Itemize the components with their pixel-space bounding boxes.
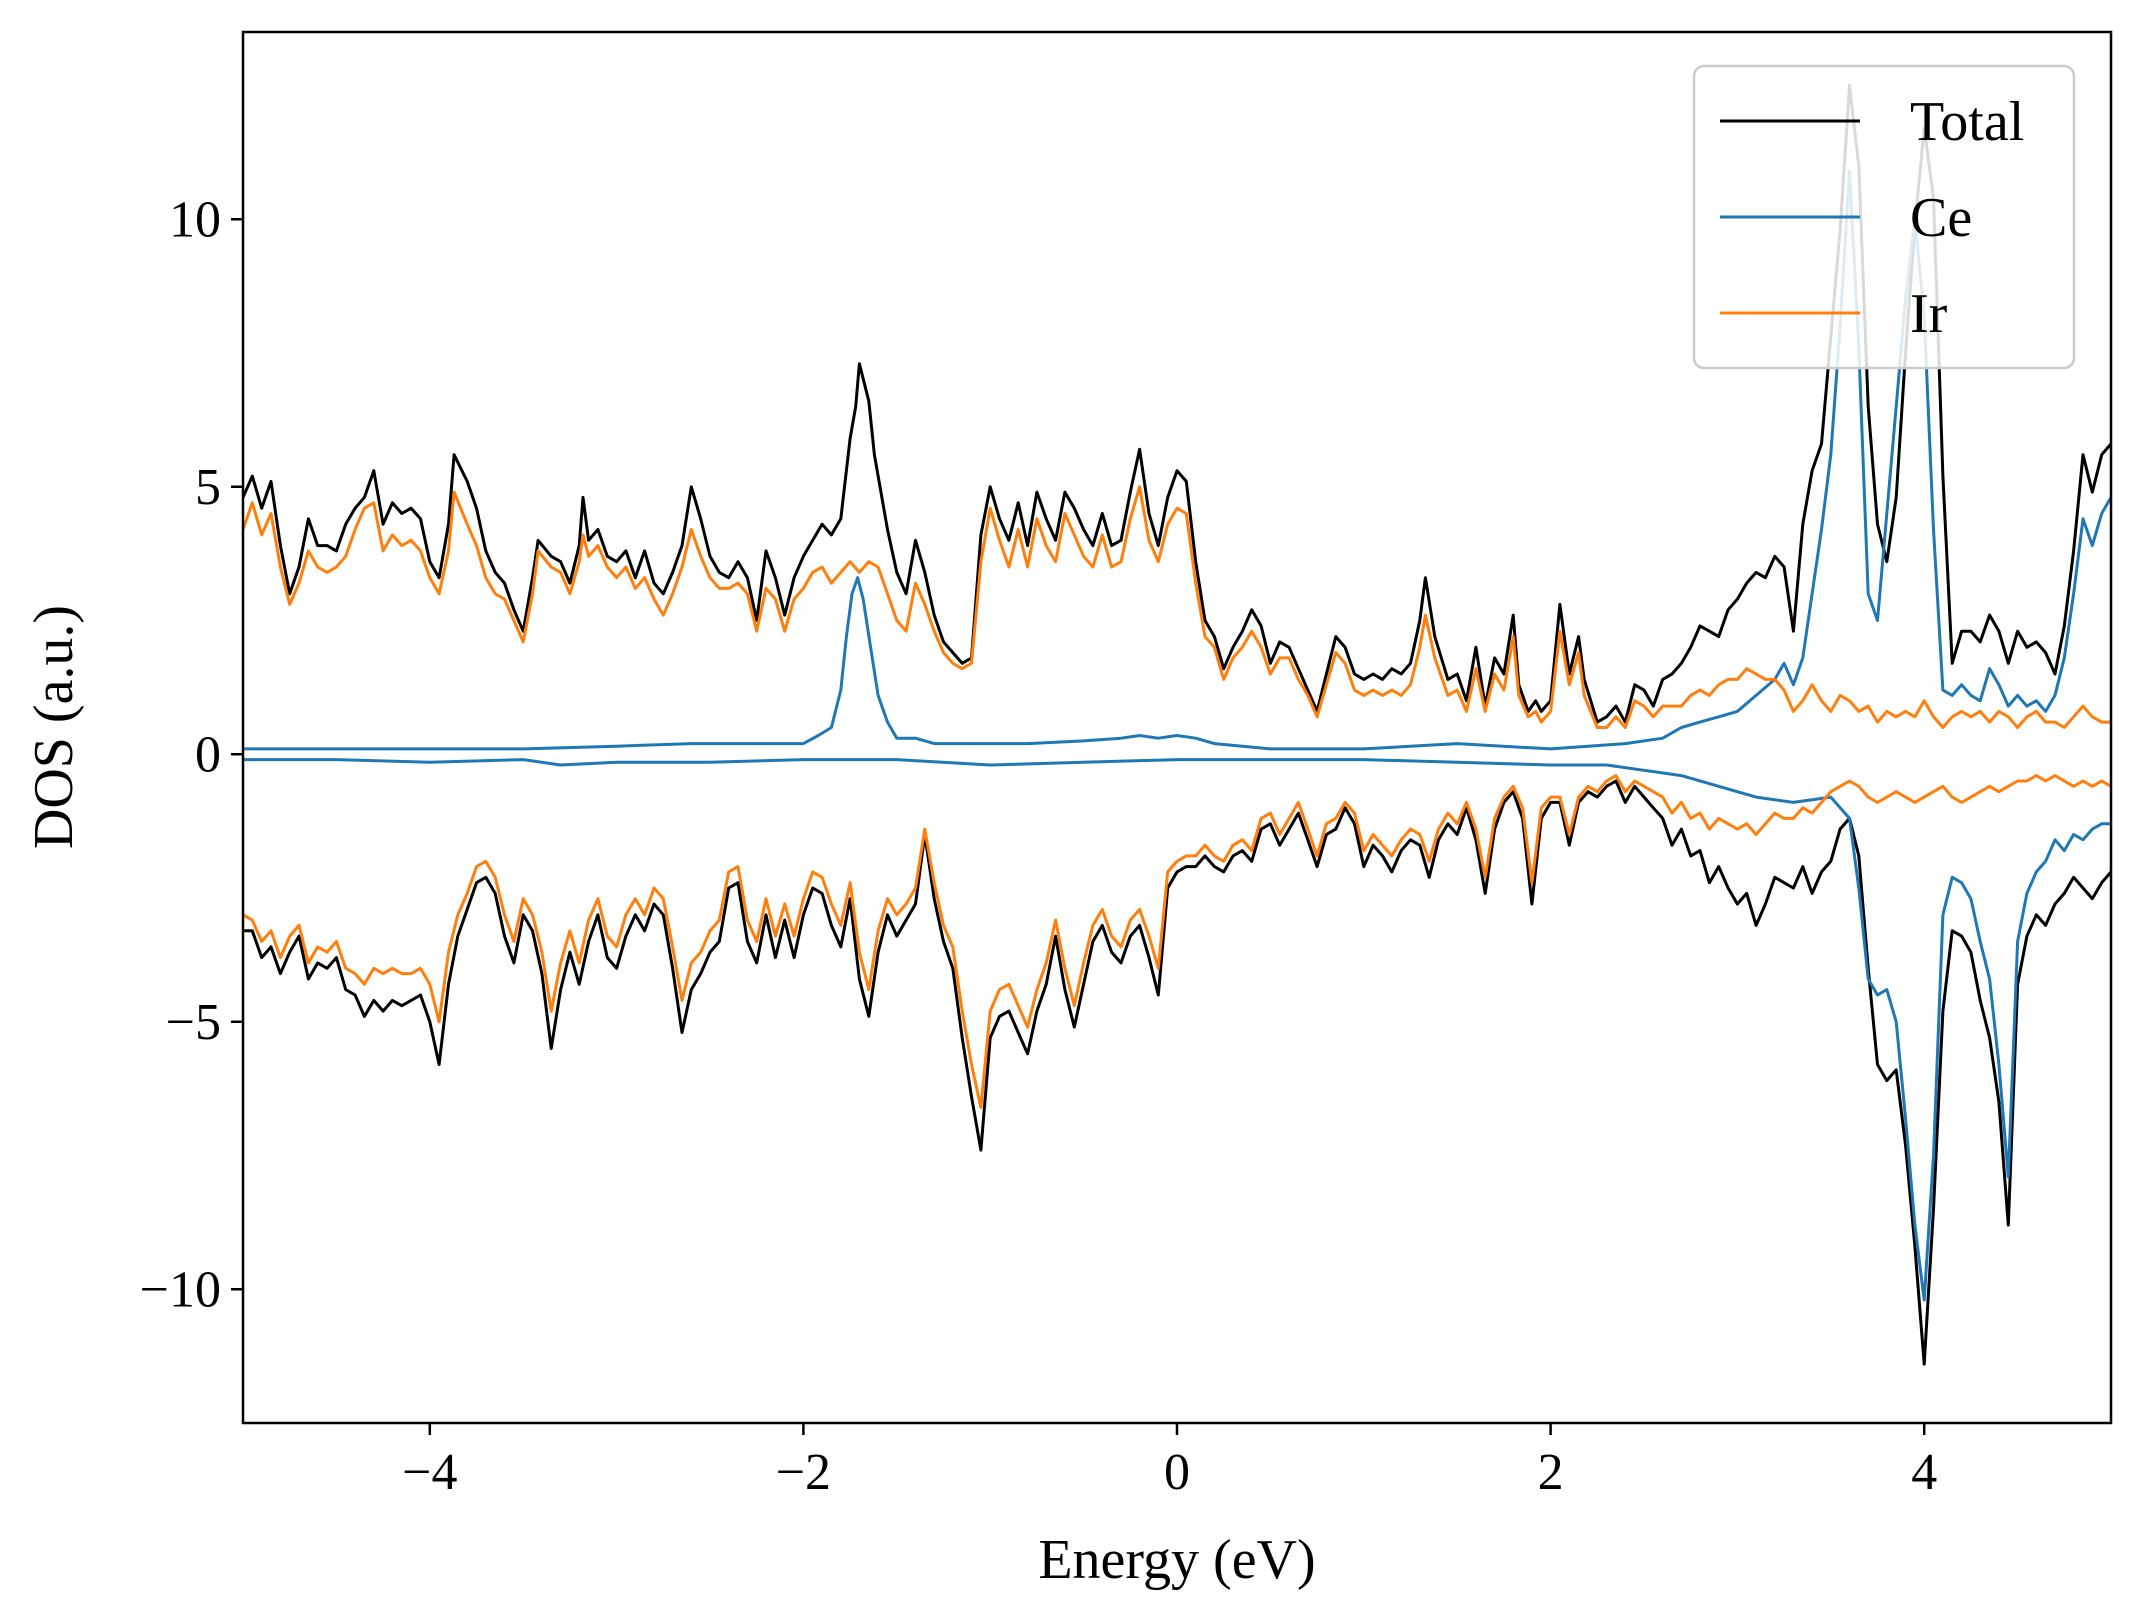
x-tick-label: −2 [776, 1444, 831, 1501]
legend-label: Ir [1910, 283, 1948, 345]
y-axis-label: DOS (a.u.) [23, 605, 85, 849]
series-line-ir-spin-down [243, 774, 2111, 1109]
x-tick-label: 4 [1911, 1444, 1937, 1501]
legend-label: Ce [1910, 187, 1972, 249]
x-tick-label: 2 [1538, 1444, 1564, 1501]
x-axis-label: Energy (eV) [1038, 1529, 1315, 1591]
y-tick-label: −10 [140, 1261, 221, 1318]
y-tick-label: −5 [166, 994, 221, 1051]
series-line-total-spin-up [243, 84, 2111, 724]
series-layer [243, 84, 2111, 1366]
x-tick-label: −4 [402, 1444, 457, 1501]
series-line-ce-spin-down [243, 758, 2111, 1302]
series-line-total-spin-down [243, 779, 2111, 1366]
legend: Total Ce Ir [1692, 64, 2076, 370]
x-axis: −4 −2 0 2 4 [402, 1423, 1937, 1501]
series-line-ir-spin-up [243, 485, 2111, 729]
y-tick-label: 10 [169, 191, 221, 248]
legend-label: Total [1910, 91, 2024, 153]
y-tick-label: 5 [195, 459, 221, 516]
y-tick-label: 0 [195, 726, 221, 783]
y-axis: −10 −5 0 5 10 [140, 191, 243, 1318]
series-line-ce-spin-up [243, 169, 2111, 751]
x-tick-label: 0 [1164, 1444, 1190, 1501]
legend-box [1692, 64, 2076, 370]
